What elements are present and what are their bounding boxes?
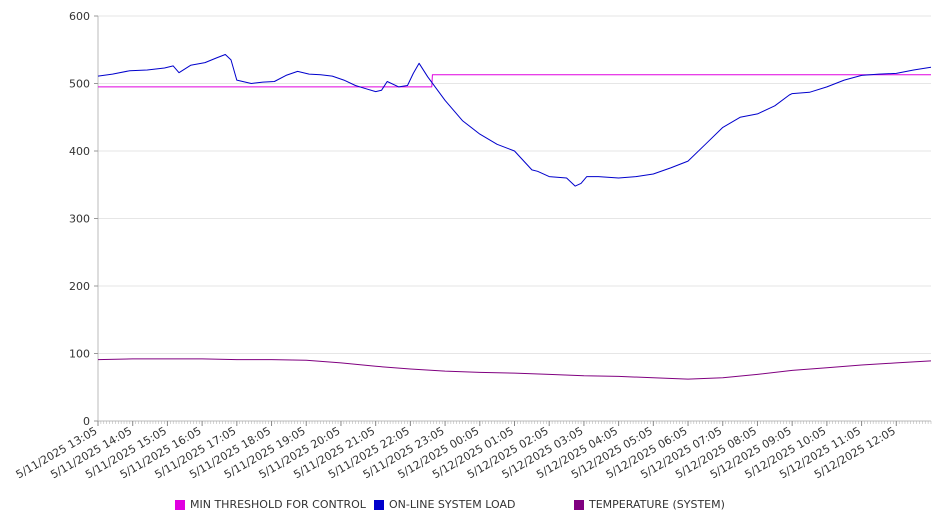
legend-swatch — [574, 499, 584, 510]
legend-label: MIN THRESHOLD FOR CONTROL — [190, 498, 366, 511]
series-line-2 — [97, 358, 932, 380]
y-tick-label: 400 — [69, 145, 90, 158]
y-axis-ticks: 0 100 200 300 400 500 600 — [69, 10, 98, 428]
legend-item-min-threshold[interactable]: MIN THRESHOLD FOR CONTROL — [175, 498, 366, 511]
legend-item-system-load[interactable]: ON-LINE SYSTEM LOAD — [374, 498, 515, 511]
y-tick-label: 100 — [69, 348, 90, 361]
series-line-0 — [98, 74, 931, 88]
legend-swatch — [175, 499, 185, 510]
x-axis-ticks: 5/11/2025 13:055/11/2025 14:055/11/2025 … — [14, 421, 932, 481]
y-tick-label: 300 — [69, 213, 90, 226]
y-tick-label: 600 — [69, 10, 90, 23]
y-tick-label: 200 — [69, 280, 90, 293]
legend-item-temperature[interactable]: TEMPERATURE (SYSTEM) — [574, 498, 725, 511]
legend-label: TEMPERATURE (SYSTEM) — [589, 498, 725, 511]
series-line-1 — [97, 54, 932, 187]
series-lines — [97, 54, 932, 380]
y-tick-label: 500 — [69, 78, 90, 91]
grid — [98, 15, 931, 354]
y-tick-label: 0 — [83, 415, 90, 428]
legend-swatch — [374, 499, 384, 510]
legend: MIN THRESHOLD FOR CONTROL ON-LINE SYSTEM… — [0, 498, 946, 516]
legend-label: ON-LINE SYSTEM LOAD — [389, 498, 516, 511]
